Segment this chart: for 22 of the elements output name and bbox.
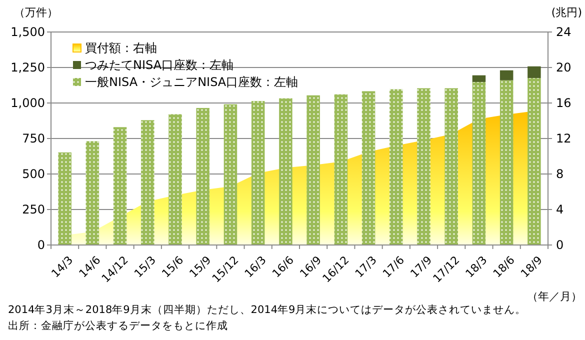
y2-tick-label: 20 <box>556 60 572 74</box>
y-tick-label: 750 <box>22 132 45 146</box>
y-tick-label: 0 <box>37 238 45 252</box>
x-axis-title: （年／月） <box>527 290 582 303</box>
legend-label: 一般NISA・ジュニアNISA口座数：左軸 <box>85 75 298 89</box>
y-tick-label: 250 <box>22 202 45 216</box>
legend-label: つみたてNISA口座数：左軸 <box>85 58 234 72</box>
y-tick-label: 1,500 <box>10 25 45 39</box>
legend-label: 買付額：右軸 <box>85 41 157 55</box>
y2-tick-label: 24 <box>556 25 572 39</box>
text: 2014年3月末～2018年9月末（四半期）ただし、2014年9月末についてはデータが公表されていません。 <box>8 303 526 316</box>
y-tick-label: 1,250 <box>10 60 45 74</box>
y2-tick-label: 8 <box>556 167 564 181</box>
y2-tick-label: 4 <box>556 202 564 216</box>
y2-tick-label: 0 <box>556 238 564 252</box>
y-tick-label: 500 <box>22 167 45 181</box>
text: 出所：金融庁が公表するデータをもとに作成 <box>8 319 228 332</box>
y2-tick-label: 16 <box>556 96 572 110</box>
y2-tick-label: 12 <box>556 132 572 146</box>
y-axis-title: （万件） <box>14 6 58 19</box>
y2-axis-title: (兆円) <box>551 6 582 19</box>
y-tick-label: 1,000 <box>10 96 45 110</box>
